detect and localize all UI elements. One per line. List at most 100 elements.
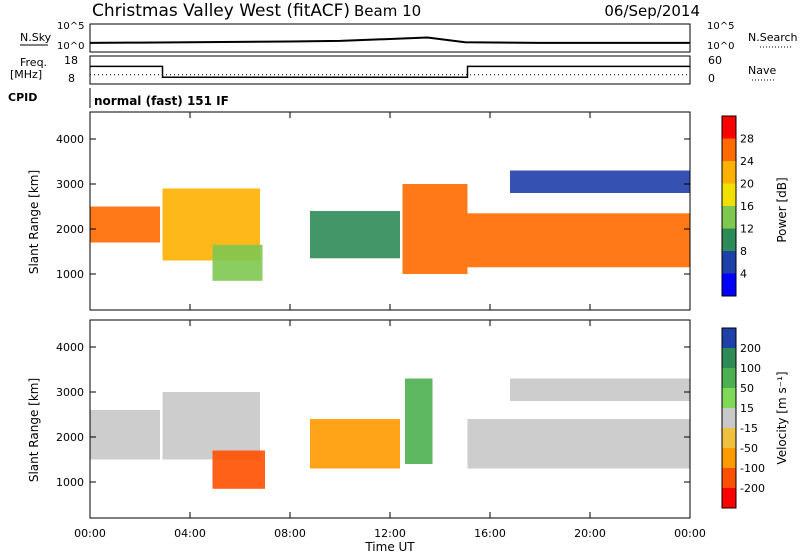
nsearch-tick-top: 10^5 (707, 21, 734, 32)
xtick-label: 16:00 (474, 527, 506, 540)
velocity-colorbar-swatch (722, 388, 736, 409)
velocity-colorbar-tick-label: 200 (740, 342, 761, 355)
velocity-colorbar-swatch (722, 368, 736, 389)
power-colorbar-tick-label: 24 (740, 155, 754, 168)
nsearch-label: N.Search (748, 31, 798, 44)
velocity-colorbar-tick-label: -200 (740, 482, 765, 495)
ytick-label: 3000 (56, 386, 84, 399)
xtick-label: 00:00 (674, 527, 706, 540)
velocity-yaxis: 4000 3000 2000 1000 (56, 341, 690, 489)
velocity-colorbar-swatch (722, 488, 736, 509)
power-colorbar-swatch (722, 251, 736, 274)
velocity-colorbar-tick-label: 50 (740, 382, 754, 395)
freq-unit: [MHz] (10, 68, 42, 81)
nsky-panel: N.Sky 10^5 10^0 10^5 10^0 N.Search (20, 21, 798, 53)
power-colorbar-swatch (722, 161, 736, 184)
velocity-colorbar-tick-label: -100 (740, 462, 765, 475)
cpid-label: CPID (8, 91, 37, 104)
heatmap-region-1 (162, 392, 260, 460)
velocity-colorbar-swatch (722, 328, 736, 349)
freq-series-line (90, 65, 690, 78)
nave-tick-bottom: 0 (708, 72, 715, 85)
power-colorbar-tick-label: 20 (740, 178, 754, 191)
xtick-label: 04:00 (174, 527, 206, 540)
ytick-label: 2000 (56, 223, 84, 236)
power-colorbar-tick-label: 12 (740, 223, 754, 236)
power-colorbar-tick-label: 16 (740, 200, 754, 213)
power-colorbar-swatch (722, 228, 736, 252)
station-title: Christmas Valley West (fitACF) (92, 1, 350, 21)
ytick-label: 4000 (56, 133, 84, 146)
velocity-heatmap (90, 378, 690, 489)
power-colorbar: 28 24 20 16 12 8 4 (721, 115, 754, 297)
nave-label: Nave (748, 64, 776, 77)
velocity-ylabel: Slant Range [km] (27, 378, 41, 482)
power-ylabel: Slant Range [km] (27, 170, 41, 274)
heatmap-region-5 (467, 419, 690, 469)
nsearch-tick-bottom: 10^0 (707, 41, 734, 52)
xaxis-label: Time UT (364, 540, 415, 554)
heatmap-region-3 (310, 211, 400, 259)
xtick-label: 12:00 (374, 527, 406, 540)
heatmap-region-0 (90, 206, 160, 243)
xtick-label: 00:00 (74, 527, 106, 540)
velocity-colorbar-swatch (722, 408, 736, 429)
power-colorbar-tick-label: 28 (740, 133, 754, 146)
cpid-text: normal (fast) 151 IF (94, 94, 229, 108)
heatmap-region-4 (402, 184, 468, 274)
heatmap-region-6 (510, 170, 690, 193)
heatmap-region-6 (510, 378, 690, 401)
velocity-panel: 4000 3000 2000 1000 (56, 319, 691, 519)
xtick-label: 08:00 (274, 527, 306, 540)
heatmap-region-2 (212, 450, 265, 489)
power-colorbar-swatch (722, 138, 736, 162)
heatmap-region-3 (310, 419, 400, 469)
velocity-colorbar-swatch (722, 468, 736, 489)
ytick-label: 3000 (56, 178, 84, 191)
heatmap-region-4 (405, 378, 433, 464)
heatmap-region-2 (212, 244, 263, 281)
freq-series-path (90, 65, 690, 78)
power-colorbar-swatch (722, 273, 736, 297)
velocity-colorbar-frame (721, 327, 737, 509)
power-colorbar-swatch (722, 206, 736, 229)
heatmap-region-5 (467, 213, 690, 268)
nsky-series-line (89, 36, 690, 44)
freq-label: Freq. (20, 56, 47, 69)
velocity-colorbar-tick-label: -15 (740, 422, 758, 435)
power-colorbar-tick-label: 8 (740, 245, 747, 258)
freq-tick-bottom: 8 (68, 72, 75, 85)
freq-tick-top: 18 (64, 54, 78, 67)
freq-panel: Freq. [MHz] 18 8 60 0 Nave (10, 54, 776, 85)
ytick-label: 1000 (56, 268, 84, 281)
power-colorbar-swatch (722, 183, 736, 207)
velocity-colorbar-tick-label: 15 (740, 402, 754, 415)
nsky-series-path (89, 36, 690, 44)
nsky-tick-bottom: 10^0 (57, 41, 84, 52)
date-label: 06/Sep/2014 (604, 2, 700, 20)
velocity-colorbar-swatch (722, 428, 736, 449)
nsky-label: N.Sky (20, 31, 52, 44)
beam-label: Beam 10 (354, 2, 421, 20)
velocity-colorbar: 200 100 50 15 -15 -50 -100 -200 (721, 327, 765, 509)
nave-tick-top: 60 (708, 54, 722, 67)
ytick-label: 1000 (56, 476, 84, 489)
power-colorbar-tick-label: 4 (740, 268, 747, 281)
time-axis: 00:00 04:00 08:00 12:00 16:00 20:00 00:00 (74, 112, 706, 540)
velocity-colorbar-tick-label: -50 (740, 442, 758, 455)
nsky-tick-top: 10^5 (57, 21, 84, 32)
ytick-label: 2000 (56, 431, 84, 444)
ytick-label: 4000 (56, 341, 84, 354)
power-colorbar-swatch (722, 116, 736, 139)
velocity-colorbar-swatch (722, 348, 736, 369)
power-heatmap (90, 170, 690, 281)
power-colorbar-frame (721, 115, 737, 297)
velocity-colorbar-tick-label: 100 (740, 362, 761, 375)
power-colorbar-title: Power [dB] (775, 177, 789, 242)
velocity-colorbar-title: Velocity [m s⁻¹] (775, 371, 789, 464)
xtick-label: 20:00 (574, 527, 606, 540)
velocity-colorbar-swatch (722, 448, 736, 469)
power-panel: 4000 3000 2000 1000 (56, 111, 691, 311)
power-yaxis: 4000 3000 2000 1000 (56, 133, 690, 281)
